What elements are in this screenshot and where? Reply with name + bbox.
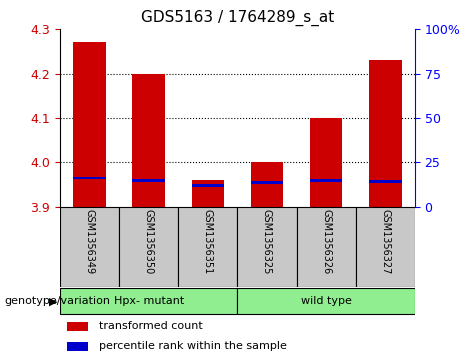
Bar bbox=[237, 207, 296, 287]
Bar bbox=[119, 207, 178, 287]
Bar bbox=[296, 207, 356, 287]
Text: percentile rank within the sample: percentile rank within the sample bbox=[99, 341, 287, 351]
Bar bbox=[369, 60, 402, 207]
Text: genotype/variation: genotype/variation bbox=[5, 296, 111, 306]
Bar bbox=[67, 342, 89, 351]
Text: GSM1356351: GSM1356351 bbox=[203, 209, 213, 274]
Bar bbox=[67, 322, 89, 331]
Bar bbox=[251, 163, 283, 207]
Bar bbox=[132, 179, 165, 182]
Bar bbox=[310, 179, 343, 182]
Text: GSM1356325: GSM1356325 bbox=[262, 209, 272, 275]
Bar bbox=[132, 73, 165, 207]
Bar bbox=[237, 288, 415, 314]
Text: Hpx- mutant: Hpx- mutant bbox=[113, 296, 184, 306]
Bar bbox=[192, 180, 224, 207]
Bar bbox=[192, 184, 224, 187]
Title: GDS5163 / 1764289_s_at: GDS5163 / 1764289_s_at bbox=[141, 10, 334, 26]
Bar bbox=[251, 181, 283, 184]
Text: wild type: wild type bbox=[301, 296, 352, 306]
Bar bbox=[369, 180, 402, 183]
Text: GSM1356350: GSM1356350 bbox=[144, 209, 154, 274]
Text: GSM1356327: GSM1356327 bbox=[380, 209, 390, 275]
Text: ▶: ▶ bbox=[49, 296, 58, 306]
Bar bbox=[73, 177, 106, 179]
Bar bbox=[73, 42, 106, 207]
Bar bbox=[356, 207, 415, 287]
Text: GSM1356349: GSM1356349 bbox=[84, 209, 95, 274]
Bar bbox=[310, 118, 343, 207]
Bar bbox=[60, 288, 237, 314]
Text: transformed count: transformed count bbox=[99, 321, 203, 331]
Bar bbox=[60, 207, 119, 287]
Bar bbox=[178, 207, 237, 287]
Text: GSM1356326: GSM1356326 bbox=[321, 209, 331, 274]
